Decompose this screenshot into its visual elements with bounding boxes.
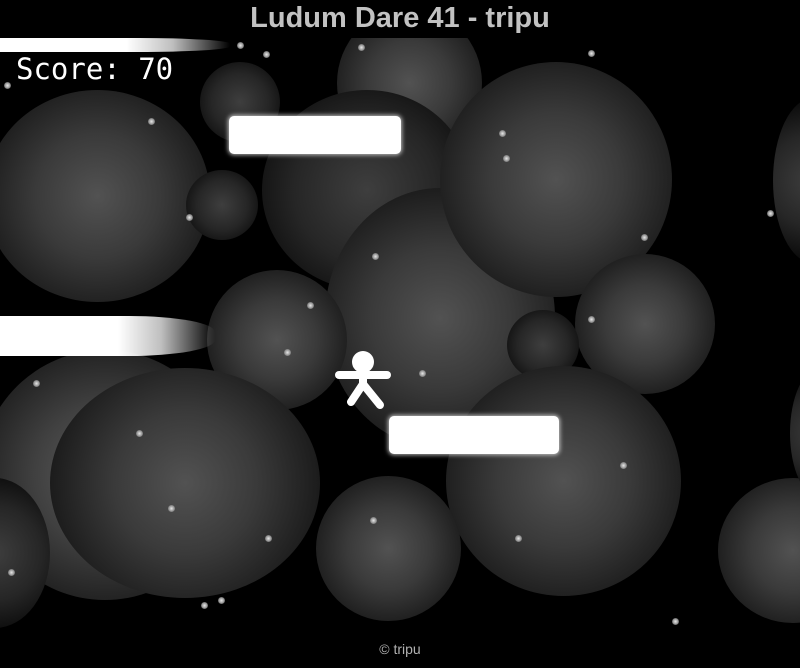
bubble	[773, 98, 800, 263]
bubble	[718, 478, 800, 623]
moving-platform	[0, 38, 230, 52]
star	[33, 380, 40, 387]
star	[499, 130, 506, 137]
star	[237, 42, 244, 49]
star	[358, 44, 365, 51]
star	[263, 51, 270, 58]
score-label: Score: 70	[16, 52, 174, 86]
bubble	[0, 90, 210, 302]
bubble	[446, 366, 681, 596]
star	[641, 234, 648, 241]
star	[588, 50, 595, 57]
star	[767, 210, 774, 217]
page-title: Ludum Dare 41 - tripu	[250, 2, 550, 34]
star	[370, 517, 377, 524]
star	[218, 597, 225, 604]
star	[148, 118, 155, 125]
platform	[229, 116, 401, 154]
bubble	[186, 170, 258, 240]
star	[186, 214, 193, 221]
game-canvas[interactable]: Score: 70	[0, 38, 800, 628]
star	[672, 618, 679, 625]
platform	[389, 416, 559, 454]
star	[8, 569, 15, 576]
star	[620, 462, 627, 469]
bubble	[316, 476, 461, 621]
star	[4, 82, 11, 89]
copyright-footer: © tripu	[0, 628, 800, 668]
star	[503, 155, 510, 162]
star	[284, 349, 291, 356]
star	[419, 370, 426, 377]
star	[307, 302, 314, 309]
star	[588, 316, 595, 323]
star	[372, 253, 379, 260]
star	[201, 602, 208, 609]
moving-platform	[0, 316, 215, 356]
star	[136, 430, 143, 437]
stick-figure-icon	[335, 351, 391, 409]
star	[265, 535, 272, 542]
bubble	[50, 368, 320, 598]
star	[168, 505, 175, 512]
bubble	[790, 368, 800, 498]
star	[515, 535, 522, 542]
